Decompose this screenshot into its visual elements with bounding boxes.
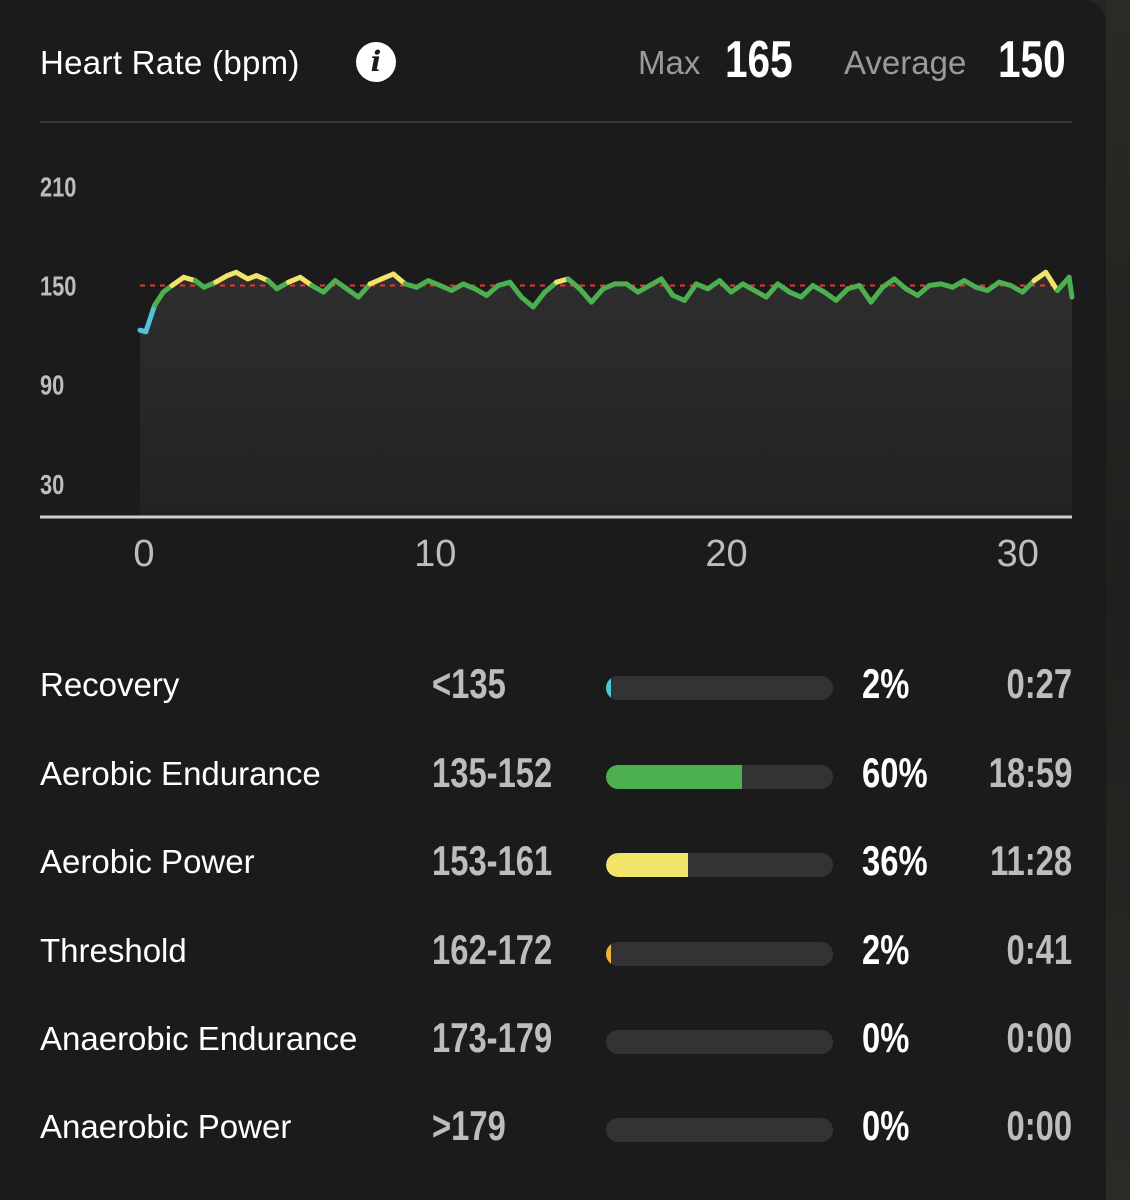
zone-progress-bar <box>606 765 833 789</box>
x-tick-label: 20 <box>705 533 747 575</box>
zone-row: Aerobic Endurance 135-152 60% 18:59 <box>40 743 1072 803</box>
zone-row: Anaerobic Power >179 0% 0:00 <box>40 1096 1072 1156</box>
zone-percent: 0% <box>862 1014 910 1061</box>
heart-rate-line-segment <box>763 281 781 300</box>
zone-range: 135-152 <box>432 749 553 796</box>
heart-rate-line-segment <box>542 279 559 295</box>
zone-progress-fill <box>606 765 743 789</box>
heart-rate-line-segment <box>390 271 408 287</box>
average-value: 150 <box>998 31 1066 89</box>
zone-name: Anaerobic Power <box>40 1108 292 1145</box>
heart-rate-line-segment <box>658 276 676 298</box>
zone-name: Anaerobic Endurance <box>40 1020 358 1057</box>
zone-progress-fill <box>606 676 611 700</box>
zone-percent: 0% <box>862 1102 910 1149</box>
header-divider <box>40 121 1072 123</box>
zone-row: Aerobic Power 153-161 36% 11:28 <box>40 831 1072 891</box>
heart-rate-line-segment <box>321 278 338 295</box>
heart-rate-card: Heart Rate (bpm) i Max 165 Average 150 3… <box>0 0 1106 1200</box>
zone-percent: 60% <box>862 749 928 796</box>
zone-row: Recovery <135 2% 0:27 <box>40 654 1072 714</box>
heart-rate-line-segment <box>915 283 932 298</box>
zone-progress-bar <box>606 942 833 966</box>
heart-rate-line-segment <box>868 284 886 305</box>
zone-progress-fill <box>606 942 611 966</box>
chart-area-fill <box>140 272 1072 517</box>
zone-range: 173-179 <box>432 1014 553 1061</box>
max-label: Max <box>638 44 701 81</box>
heart-rate-line-segment <box>891 276 909 292</box>
zone-progress-bar <box>606 1030 833 1054</box>
zone-percent: 2% <box>862 926 910 973</box>
heart-rate-line-segment <box>565 276 583 292</box>
zone-row: Anaerobic Endurance 173-179 0% 0:00 <box>40 1008 1072 1068</box>
zone-name: Aerobic Endurance <box>40 755 321 792</box>
heart-rate-line-segment <box>484 283 501 298</box>
heart-rate-line-segment <box>856 283 874 305</box>
heart-rate-line-segment <box>798 283 816 300</box>
max-value: 165 <box>725 31 793 89</box>
heart-rate-line-segment <box>152 289 166 308</box>
zone-row: Threshold 162-172 2% 0:41 <box>40 920 1072 980</box>
zone-percent: 36% <box>862 837 928 884</box>
zone-time: 18:59 <box>988 749 1072 796</box>
zone-name: Aerobic Power <box>40 843 255 880</box>
zone-progress-fill <box>606 853 688 877</box>
heart-rate-line-segment <box>588 286 606 305</box>
zone-progress-bar <box>606 1118 833 1142</box>
heart-rate-line-segment <box>143 302 158 335</box>
y-tick-label: 90 <box>40 370 64 401</box>
zone-range: 153-161 <box>432 837 553 884</box>
header: Heart Rate (bpm) i Max 165 Average 150 <box>40 30 1072 100</box>
zone-time: 0:27 <box>1006 660 1072 707</box>
x-tick-label: 30 <box>997 533 1039 575</box>
chart-title: Heart Rate (bpm) <box>40 44 300 81</box>
zone-progress-bar <box>606 853 833 877</box>
heart-rate-line-segment <box>717 278 734 295</box>
heart-rate-line-segment <box>833 286 851 303</box>
heart-rate-line-segment <box>577 286 594 305</box>
heart-rate-line-segment <box>682 281 699 303</box>
zone-progress-bar <box>606 676 833 700</box>
zone-name: Threshold <box>40 932 187 969</box>
zone-time: 0:00 <box>1006 1102 1072 1149</box>
heart-rate-line-segment <box>507 279 524 300</box>
background-strip <box>1106 0 1130 1200</box>
x-tick-label: 10 <box>414 533 456 575</box>
zone-range: 162-172 <box>432 926 553 973</box>
zone-time: 11:28 <box>990 837 1072 884</box>
heart-rate-line-segment <box>1043 269 1060 293</box>
y-tick-label: 210 <box>40 172 76 203</box>
zone-percent: 2% <box>862 660 910 707</box>
zone-range: <135 <box>432 660 506 707</box>
average-label: Average <box>844 44 967 81</box>
zone-time: 0:00 <box>1006 1014 1072 1061</box>
heart-rate-line-segment <box>355 281 373 300</box>
zone-range: >179 <box>432 1102 506 1149</box>
zone-name: Recovery <box>40 666 180 703</box>
heart-rate-chart: 30 90 150 210 0 10 20 30 <box>40 172 1075 575</box>
y-tick-label: 30 <box>40 469 64 500</box>
y-tick-label: 150 <box>40 271 76 302</box>
heart-rate-line-segment <box>519 294 536 310</box>
x-tick-label: 0 <box>133 533 154 575</box>
heart-rate-line-segment <box>1066 274 1075 300</box>
info-icon[interactable]: i <box>356 42 396 82</box>
heart-rate-line-segment <box>530 289 548 310</box>
zone-time: 0:41 <box>1006 926 1072 973</box>
heart-rate-line-segment <box>1020 278 1037 295</box>
